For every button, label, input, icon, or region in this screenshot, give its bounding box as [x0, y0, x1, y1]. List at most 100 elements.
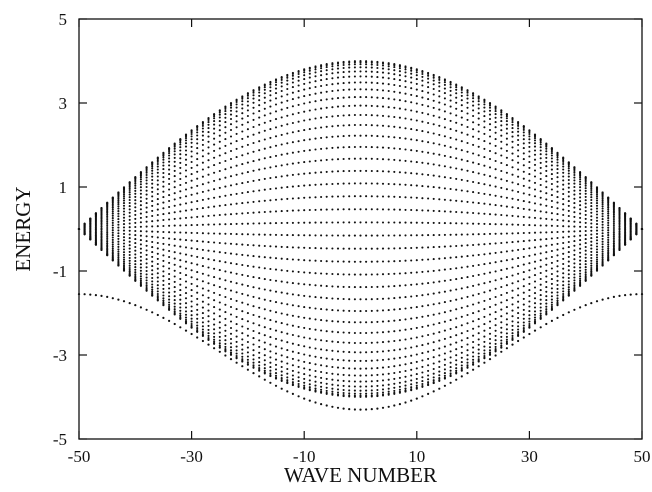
band-point [398, 99, 401, 102]
band-point [106, 213, 109, 216]
band-point [106, 233, 109, 236]
band-point [562, 219, 565, 222]
band-point [562, 280, 565, 283]
band-point [404, 100, 407, 103]
band-point [184, 320, 188, 323]
band-point [550, 278, 553, 281]
band-point [393, 98, 396, 101]
band-point [190, 269, 193, 272]
band-point [432, 123, 435, 126]
band-point [404, 247, 407, 250]
band-point [381, 384, 385, 387]
band-point [624, 212, 627, 215]
band-point [449, 187, 452, 191]
band-point [466, 329, 469, 333]
band-point [342, 320, 345, 323]
band-point [601, 201, 604, 204]
band-point [336, 135, 340, 138]
band-point [466, 358, 469, 361]
band-point [556, 185, 559, 188]
band-point [393, 386, 396, 389]
band-point [134, 187, 137, 190]
band-point [235, 126, 238, 129]
band-point [365, 260, 368, 263]
band-point [173, 145, 176, 148]
band-point [156, 219, 159, 222]
band-point [404, 208, 407, 211]
band-point [539, 245, 542, 248]
band-point [252, 343, 255, 346]
band-point [455, 244, 458, 248]
band-point [263, 256, 266, 259]
band-point [269, 327, 272, 330]
band-point [122, 260, 126, 263]
band-point [359, 394, 362, 397]
band-point [381, 105, 385, 108]
band-point [550, 173, 553, 176]
band-point [303, 294, 306, 297]
axis-ticks [78, 18, 643, 440]
band-point [173, 290, 176, 293]
band-point [213, 276, 216, 279]
band-point [376, 221, 379, 224]
band-point [607, 236, 610, 239]
band-point [117, 258, 120, 261]
band-point [370, 273, 373, 276]
band-point [348, 134, 351, 137]
band-point [348, 374, 351, 377]
band-point [376, 71, 379, 74]
band-point [404, 85, 407, 89]
band-point [595, 242, 599, 245]
band-point [590, 215, 593, 218]
band-point [269, 233, 272, 236]
band-point [162, 299, 165, 302]
band-point [252, 211, 255, 214]
band-point [359, 81, 362, 84]
band-point [545, 153, 548, 156]
band-point [291, 162, 294, 165]
band-point [601, 256, 604, 259]
band-point [533, 137, 537, 140]
band-point [533, 306, 537, 309]
band-point [139, 230, 142, 233]
band-point [415, 88, 418, 91]
band-point [393, 377, 396, 380]
band-point [162, 218, 165, 222]
band-point [213, 223, 216, 226]
band-point [280, 81, 283, 84]
band-point [432, 174, 435, 177]
bound-state-point [640, 293, 644, 296]
band-point [528, 324, 531, 327]
band-point [404, 355, 407, 358]
band-point [269, 343, 272, 346]
band-point [128, 187, 131, 190]
band-point [590, 240, 593, 243]
band-point [387, 285, 390, 288]
bound-state-point [488, 358, 492, 361]
band-point [421, 221, 424, 224]
band-point [320, 234, 323, 237]
band-point [579, 171, 582, 174]
band-point [427, 369, 430, 372]
band-point [494, 334, 497, 337]
band-point [443, 233, 446, 236]
band-point [274, 103, 278, 106]
band-point [246, 161, 249, 164]
band-point [263, 147, 266, 150]
band-point [427, 378, 430, 381]
band-point [455, 233, 458, 236]
band-point [229, 349, 233, 352]
band-point [235, 202, 238, 205]
band-point [550, 249, 553, 253]
band-point [235, 253, 238, 256]
band-point [584, 249, 587, 252]
band-point [595, 204, 599, 207]
band-point [258, 110, 261, 113]
band-point [573, 182, 576, 185]
band-point [308, 196, 311, 199]
band-point [297, 282, 300, 285]
band-point [528, 322, 531, 326]
band-point [145, 281, 148, 285]
band-point [573, 171, 576, 174]
band-point [415, 373, 418, 376]
